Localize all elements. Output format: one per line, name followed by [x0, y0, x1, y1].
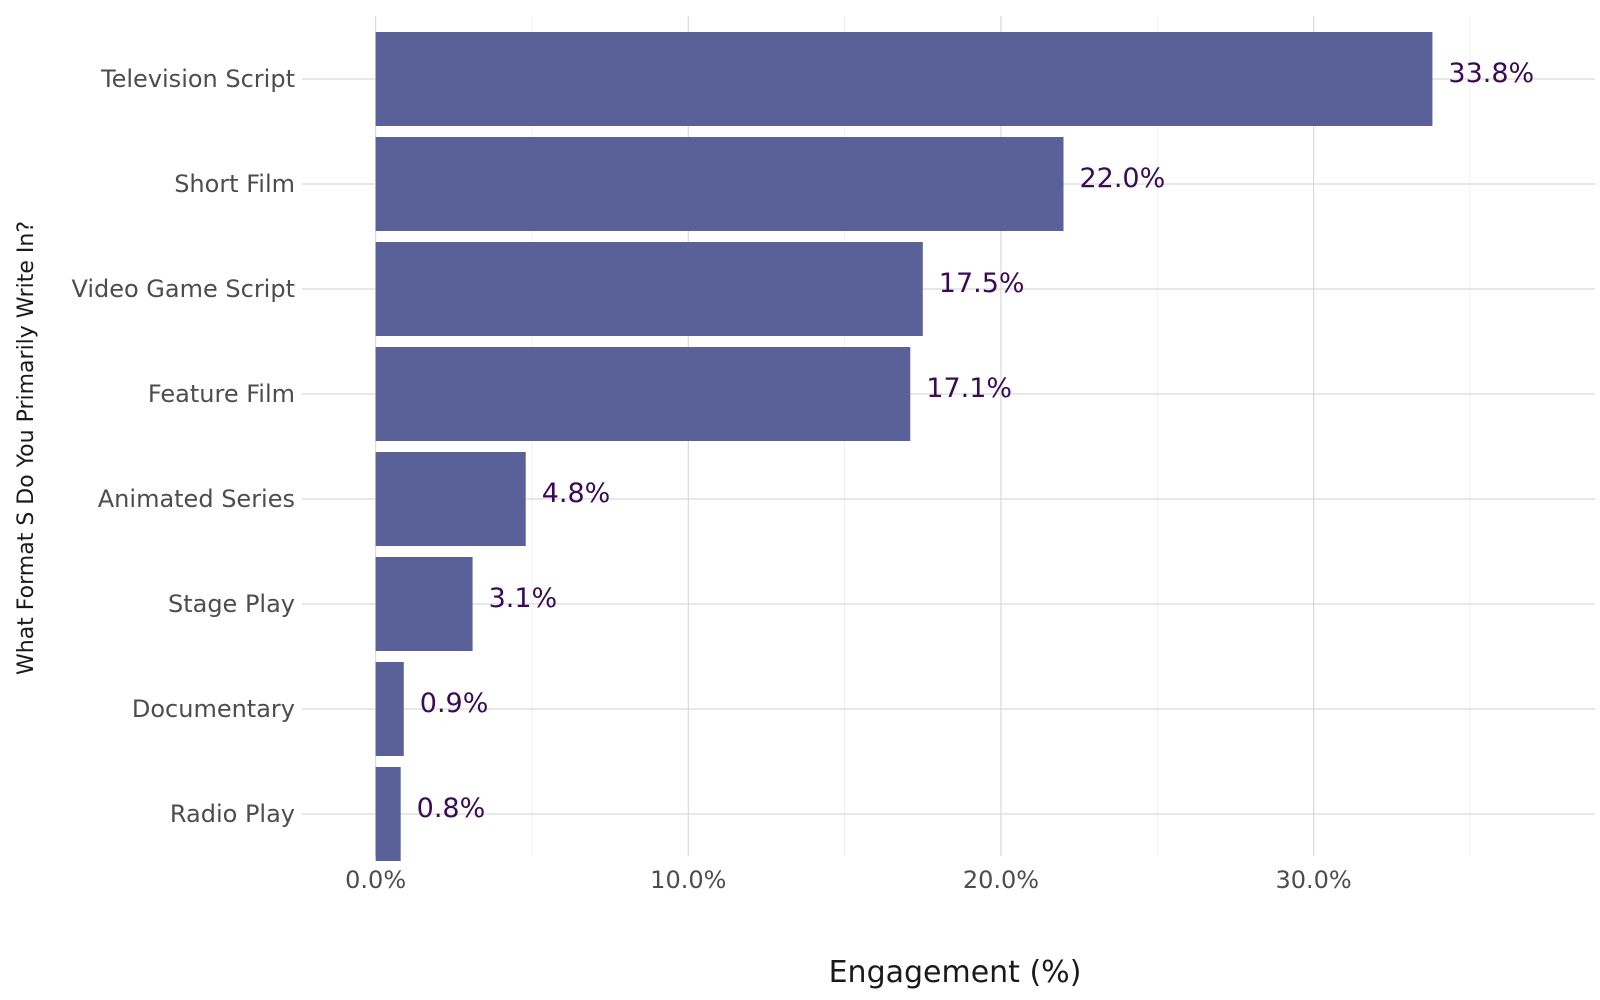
y-category-label: Video Game Script — [71, 275, 295, 303]
y-category-label: Animated Series — [98, 485, 295, 513]
bar-value-label: 4.8% — [542, 478, 611, 509]
bar-value-label: 0.8% — [417, 793, 486, 824]
bar — [375, 767, 401, 861]
bars-layer — [375, 32, 1433, 861]
y-category-label: Television Script — [100, 65, 295, 93]
y-category-label: Feature Film — [148, 380, 295, 408]
bar-value-label: 33.8% — [1448, 58, 1534, 89]
x-tick-label: 20.0% — [963, 866, 1039, 894]
x-tick-label: 0.0% — [345, 866, 406, 894]
x-tick-label: 30.0% — [1275, 866, 1351, 894]
bar-value-label: 3.1% — [489, 583, 558, 614]
bar — [375, 347, 911, 441]
y-category-label: Stage Play — [168, 590, 295, 618]
labels-layer: 0.0% 10.0% 20.0% 30.0% Television Script 33.8… — [71, 58, 1534, 894]
bar — [375, 557, 473, 651]
y-category-label: Short Film — [174, 170, 295, 198]
x-axis-title: Engagement (%) — [829, 955, 1082, 990]
y-category-label: Documentary — [132, 695, 295, 723]
bar — [375, 242, 923, 336]
bar — [375, 137, 1064, 231]
bar-value-label: 17.5% — [939, 268, 1025, 299]
bar — [375, 452, 526, 546]
bar — [375, 32, 1433, 126]
y-category-label: Radio Play — [170, 800, 295, 828]
y-axis-title: What Format S Do You Primarily Write In? — [14, 221, 39, 675]
bar — [375, 662, 404, 756]
bar-value-label: 0.9% — [420, 688, 489, 719]
x-tick-label: 10.0% — [650, 866, 726, 894]
bar-value-label: 17.1% — [926, 373, 1012, 404]
bar-value-label: 22.0% — [1079, 163, 1165, 194]
